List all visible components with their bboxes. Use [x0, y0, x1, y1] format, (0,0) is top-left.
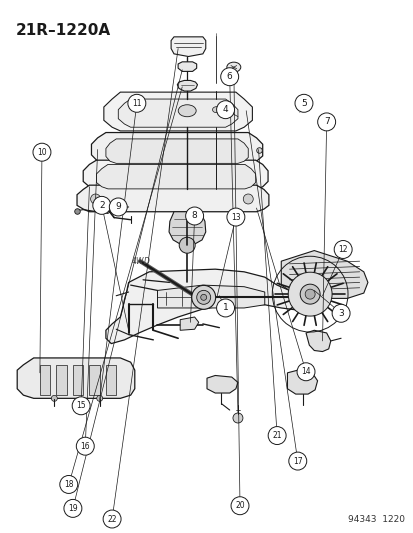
Text: 20: 20	[235, 501, 244, 510]
Polygon shape	[106, 269, 305, 344]
Polygon shape	[305, 330, 330, 352]
Text: 7: 7	[323, 117, 329, 126]
Circle shape	[64, 499, 82, 518]
Text: 9: 9	[115, 203, 121, 212]
Polygon shape	[56, 365, 66, 395]
Circle shape	[72, 397, 90, 415]
Ellipse shape	[226, 62, 240, 72]
Text: $\it{4WD}$: $\it{4WD}$	[131, 255, 151, 266]
Text: 11: 11	[132, 99, 141, 108]
Circle shape	[317, 113, 335, 131]
Text: 17: 17	[292, 457, 302, 465]
Polygon shape	[157, 285, 264, 308]
Text: 6: 6	[226, 72, 232, 81]
Polygon shape	[106, 365, 116, 395]
Text: 4: 4	[222, 105, 228, 114]
Circle shape	[220, 68, 238, 86]
Polygon shape	[169, 212, 205, 245]
Circle shape	[103, 510, 121, 528]
Polygon shape	[89, 365, 100, 395]
Polygon shape	[106, 139, 248, 164]
Circle shape	[226, 208, 244, 226]
Circle shape	[76, 437, 94, 455]
Text: 10: 10	[37, 148, 47, 157]
Text: 1: 1	[222, 303, 228, 312]
Polygon shape	[17, 358, 135, 398]
Circle shape	[93, 196, 111, 214]
Text: 14: 14	[301, 367, 310, 376]
Text: 94343  1220: 94343 1220	[347, 515, 404, 524]
Text: 2: 2	[99, 201, 104, 210]
Circle shape	[233, 413, 242, 423]
Circle shape	[333, 240, 351, 259]
Text: 16: 16	[80, 442, 90, 451]
Circle shape	[287, 272, 331, 316]
Circle shape	[59, 475, 78, 494]
Circle shape	[297, 363, 314, 381]
Text: 18: 18	[64, 480, 74, 489]
Circle shape	[216, 101, 234, 119]
Polygon shape	[178, 62, 196, 71]
Circle shape	[33, 143, 51, 161]
Circle shape	[299, 284, 319, 304]
Circle shape	[185, 207, 203, 225]
Ellipse shape	[178, 105, 196, 117]
Polygon shape	[118, 99, 237, 127]
Text: 19: 19	[68, 504, 78, 513]
Circle shape	[304, 289, 314, 299]
Polygon shape	[40, 365, 50, 395]
Text: 13: 13	[230, 213, 240, 222]
Text: 21R–1220A: 21R–1220A	[16, 22, 111, 38]
Polygon shape	[177, 80, 197, 91]
Ellipse shape	[212, 107, 220, 112]
Polygon shape	[96, 165, 255, 189]
Circle shape	[97, 395, 102, 401]
Circle shape	[179, 237, 195, 253]
Text: 15: 15	[76, 401, 86, 410]
Text: 22: 22	[107, 514, 116, 523]
Circle shape	[288, 452, 306, 470]
Circle shape	[90, 194, 100, 204]
Polygon shape	[104, 92, 252, 131]
Polygon shape	[77, 185, 268, 212]
Polygon shape	[287, 370, 317, 394]
Circle shape	[331, 304, 349, 322]
Polygon shape	[83, 160, 268, 189]
Polygon shape	[73, 365, 83, 395]
Text: 21: 21	[272, 431, 281, 440]
Circle shape	[109, 198, 127, 216]
Circle shape	[243, 194, 253, 204]
Polygon shape	[180, 317, 198, 330]
Polygon shape	[280, 251, 367, 298]
Text: 12: 12	[337, 245, 347, 254]
Circle shape	[128, 94, 145, 112]
Circle shape	[294, 94, 312, 112]
Text: 3: 3	[337, 309, 343, 318]
Circle shape	[200, 294, 206, 300]
Circle shape	[51, 395, 57, 401]
Polygon shape	[91, 133, 262, 165]
Circle shape	[216, 299, 234, 317]
Text: 8: 8	[191, 212, 197, 221]
Circle shape	[268, 426, 285, 445]
Circle shape	[230, 497, 248, 515]
Circle shape	[196, 290, 210, 304]
Text: 5: 5	[300, 99, 306, 108]
Polygon shape	[171, 37, 205, 56]
Polygon shape	[206, 375, 237, 393]
Circle shape	[191, 285, 215, 309]
